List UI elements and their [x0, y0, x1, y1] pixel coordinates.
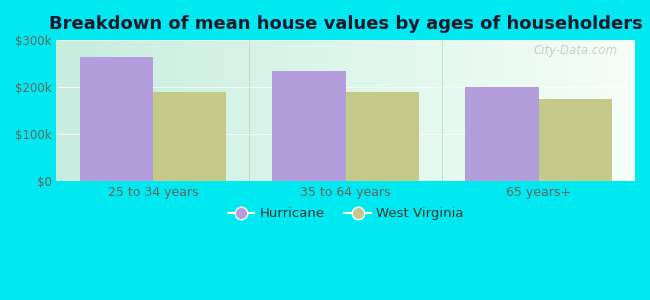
- Title: Breakdown of mean house values by ages of householders: Breakdown of mean house values by ages o…: [49, 15, 643, 33]
- Bar: [465, 87, 539, 182]
- Legend: Hurricane, West Virginia: Hurricane, West Virginia: [222, 202, 469, 226]
- Bar: [272, 71, 346, 182]
- Bar: [153, 92, 226, 182]
- Bar: [80, 57, 153, 182]
- Bar: [346, 92, 419, 182]
- Bar: [539, 99, 612, 182]
- Text: City-Data.com: City-Data.com: [534, 44, 618, 57]
